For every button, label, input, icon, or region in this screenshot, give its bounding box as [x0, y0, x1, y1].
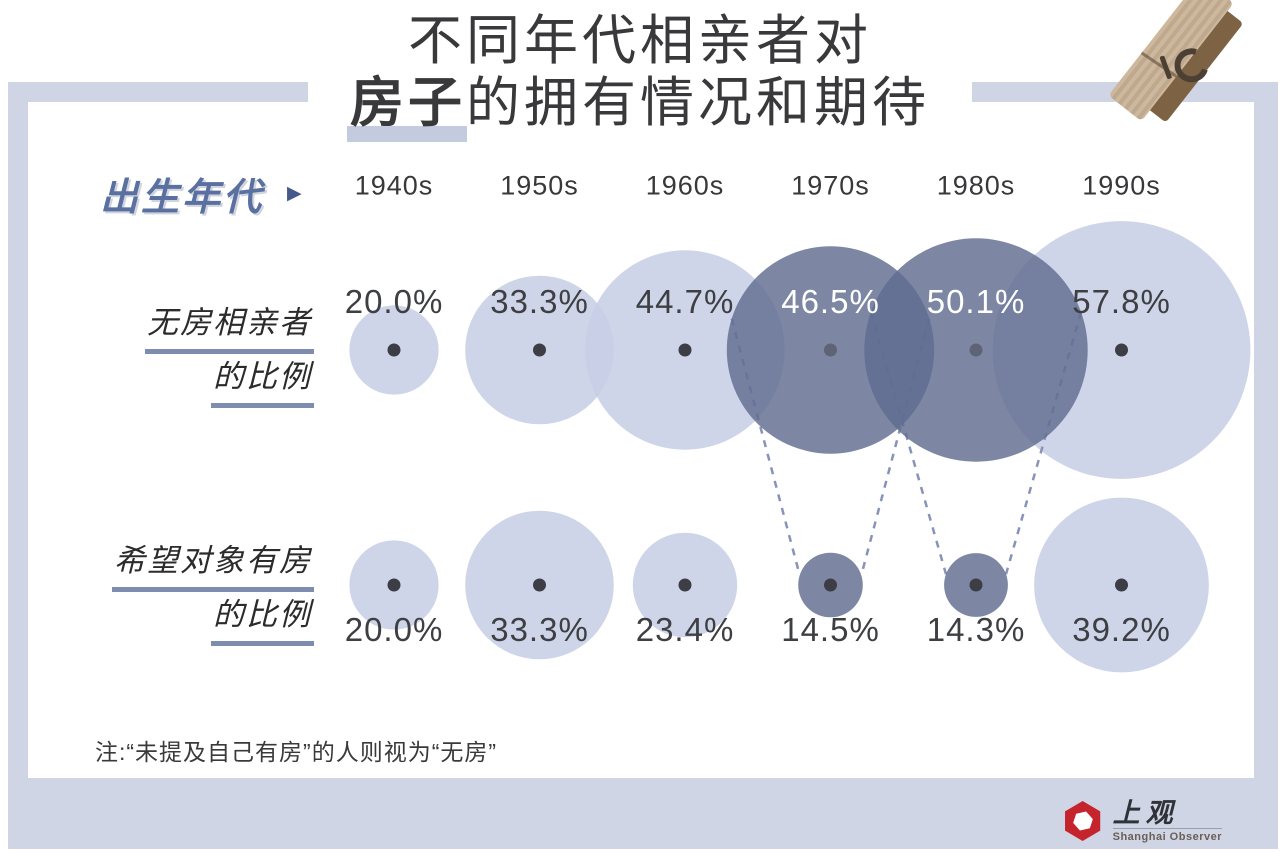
percent-label: 14.3%	[926, 611, 1026, 648]
clothespin-icon	[1098, 0, 1248, 126]
center-dot	[1115, 343, 1128, 357]
decade-header: 1980s	[936, 170, 1016, 201]
percent-label: 44.7%	[635, 283, 735, 320]
percent-label: 23.4%	[635, 611, 735, 648]
axis-label-birth-decade: 出生年代	[100, 177, 265, 219]
row2-label-line1: 希望对象有房	[112, 538, 314, 592]
decade-header: 1940s	[354, 170, 434, 201]
percent-label: 39.2%	[1072, 611, 1171, 648]
center-dot	[533, 343, 546, 357]
percent-label: 20.0%	[344, 611, 444, 648]
title-highlight: 房子	[350, 73, 466, 133]
center-dot	[1115, 578, 1128, 592]
center-dot	[969, 343, 983, 357]
title-line-2: 房子的拥有情况和期待	[350, 72, 930, 134]
center-dot	[678, 578, 692, 592]
center-dot	[824, 578, 837, 592]
decade-header: 1960s	[645, 170, 725, 201]
percent-label: 46.5%	[781, 283, 880, 320]
axis-arrow-icon: ▶	[287, 183, 302, 204]
center-dot	[969, 578, 983, 592]
title-line-2-rest: 的拥有情况和期待	[466, 73, 930, 133]
shanghai-observer-logo-icon	[1065, 801, 1101, 841]
center-dot	[824, 343, 837, 357]
row2-label-line2: 的比例	[211, 592, 314, 646]
decade-header: 1970s	[791, 170, 870, 201]
percent-label: 50.1%	[926, 283, 1026, 320]
percent-label: 33.3%	[490, 283, 589, 320]
title-line-1: 不同年代相亲者对	[408, 11, 872, 71]
row1-label-line2: 的比例	[211, 354, 314, 408]
center-dot	[533, 578, 546, 592]
page-title: 不同年代相亲者对 房子的拥有情况和期待	[308, 0, 972, 148]
center-dot	[387, 343, 401, 357]
center-dot	[387, 578, 401, 592]
center-dot	[678, 343, 692, 357]
footnote: 注:“未提及自己有房”的人则视为“无房”	[95, 739, 498, 765]
percent-label: 57.8%	[1072, 283, 1171, 320]
percent-label: 33.3%	[490, 611, 589, 648]
row-label-no-house: 无房相亲者 的比例	[52, 300, 314, 408]
logo-en-text: Shanghai Observer	[1112, 828, 1222, 843]
row-label-hope-partner-house: 希望对象有房 的比例	[52, 538, 314, 646]
decade-header: 1950s	[500, 170, 579, 201]
percent-label: 20.0%	[344, 283, 444, 320]
row1-label-line1: 无房相亲者	[145, 300, 314, 354]
decade-header: 1990s	[1082, 170, 1161, 201]
publisher-logo: 上观 Shanghai Observer	[1063, 799, 1222, 843]
logo-cn-text: 上观	[1112, 798, 1179, 828]
percent-label: 14.5%	[781, 611, 880, 648]
